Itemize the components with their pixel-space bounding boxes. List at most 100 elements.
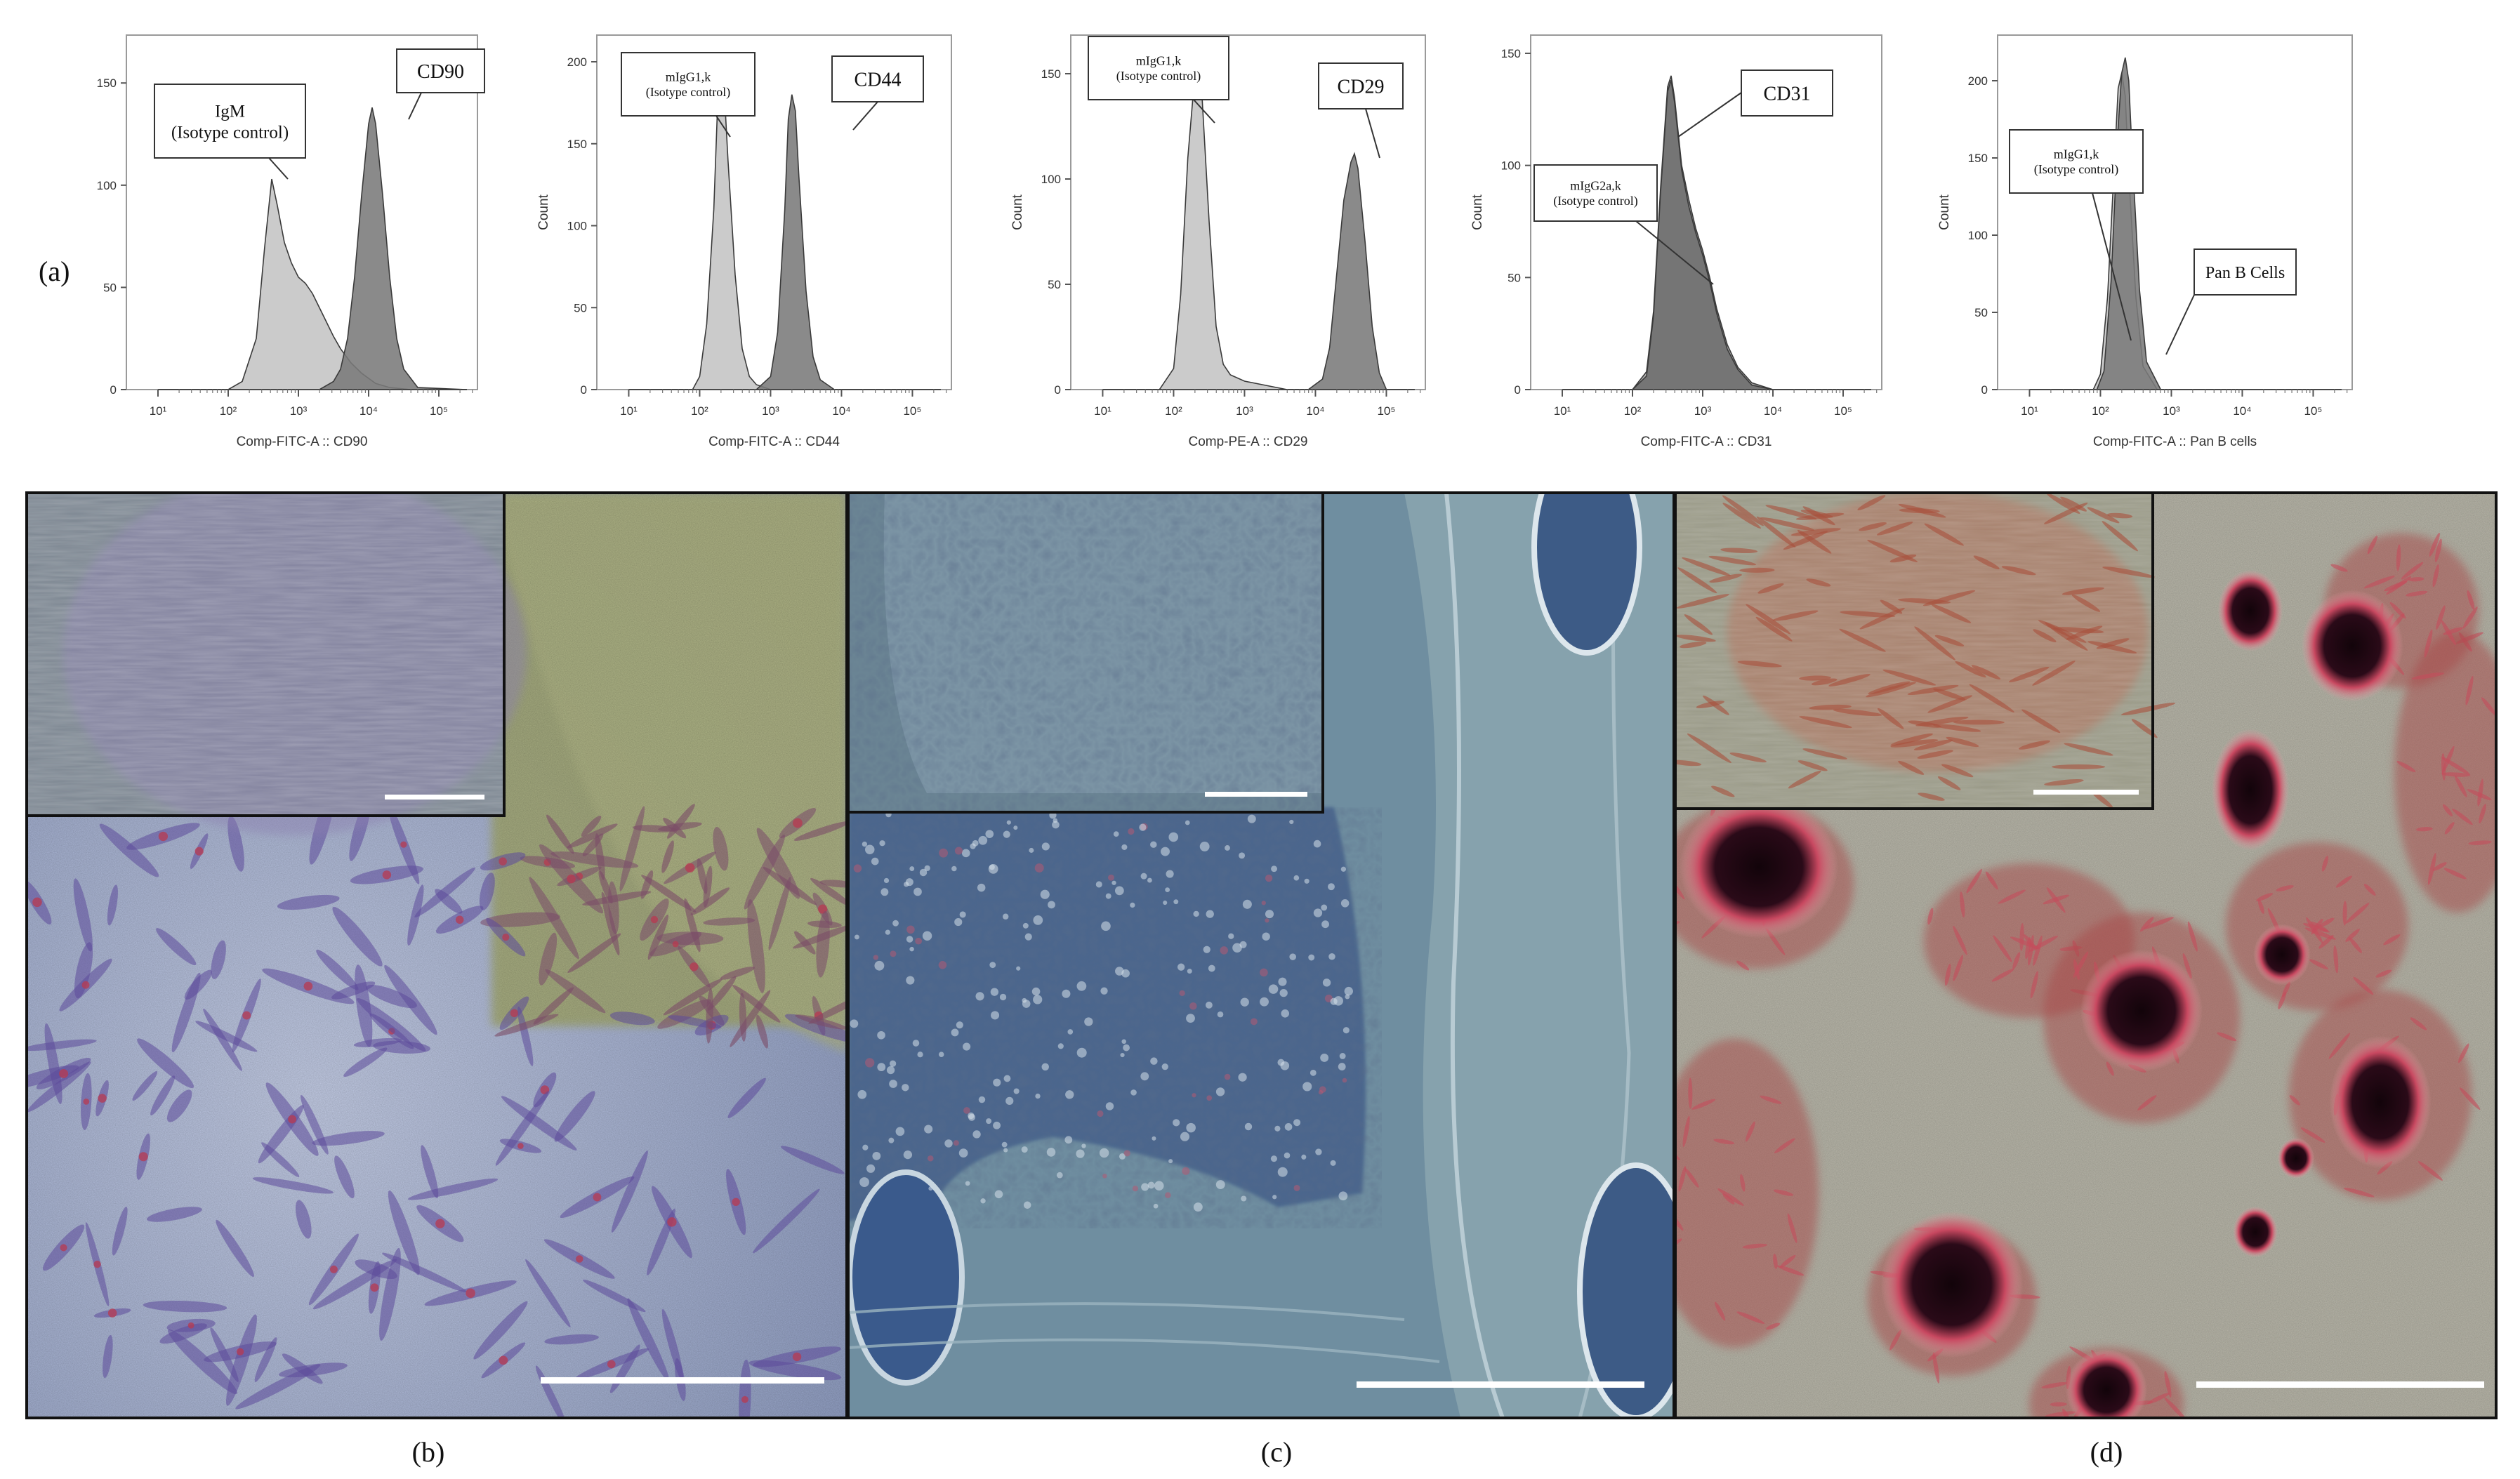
stained-cell [2468, 840, 2492, 845]
cell [978, 1096, 986, 1103]
cell [1067, 1029, 1074, 1035]
cell [1268, 984, 1279, 994]
micrograph-c [848, 493, 1674, 1418]
cell [373, 1040, 430, 1054]
cell [924, 1125, 933, 1134]
cell [1301, 1154, 1307, 1160]
stained-nucleus [59, 1068, 69, 1078]
micrograph-d-inset [1675, 493, 2176, 810]
series-marker [1102, 152, 1415, 390]
cell [1284, 1123, 1293, 1131]
inset-cell [1788, 770, 1821, 789]
scale-bar-c-inset [1205, 792, 1307, 797]
cell [1065, 1090, 1074, 1099]
stained-cell [2383, 934, 2401, 946]
cell [1161, 1063, 1168, 1070]
panel-label-c: (c) [1261, 1436, 1292, 1468]
x-tick-label: 10¹ [150, 404, 167, 418]
stained-cell [2442, 804, 2453, 817]
x-tick-label: 10³ [290, 404, 308, 418]
stained-cell [2396, 544, 2401, 571]
inset-cell [1765, 505, 1817, 520]
cell [379, 1247, 401, 1341]
stained-nucleus [455, 915, 464, 924]
y-tick-label: 100 [97, 179, 117, 192]
cell [657, 999, 711, 1029]
stained-cell [2467, 789, 2492, 801]
inset-cell [1914, 626, 1955, 661]
cell [1163, 900, 1168, 906]
stained-nucleus [499, 1355, 508, 1365]
cell [1238, 1073, 1247, 1082]
stained-cell [2328, 1033, 2351, 1059]
inset-cell [2087, 641, 2137, 654]
x-tick-label: 10¹ [620, 404, 638, 418]
cell [965, 1181, 970, 1186]
stained-cell [1722, 1193, 1735, 1205]
mineral-nodule [1679, 795, 1839, 939]
stained-cell [2147, 1393, 2170, 1405]
stained-cell [2467, 590, 2475, 610]
cell [1173, 899, 1179, 905]
stained-cell [1960, 891, 1965, 917]
inset-cell [1722, 495, 1764, 526]
inset-cell [1760, 517, 1815, 531]
cell [1338, 1191, 1348, 1201]
cell [261, 1142, 300, 1177]
inset-cell [1757, 583, 1784, 594]
stained-cell [2187, 921, 2198, 952]
y-tick-label: 100 [1968, 229, 1988, 242]
cell [546, 814, 574, 854]
cell [810, 877, 847, 907]
cell [1140, 1072, 1149, 1081]
stained-cell [2050, 1402, 2067, 1407]
stained-cell [2217, 1032, 2237, 1042]
cell [871, 857, 879, 865]
cell [567, 823, 618, 849]
stained-cell [2041, 1381, 2068, 1388]
inset-cell [2107, 512, 2133, 519]
stained-cell [1691, 1099, 1716, 1110]
stained-cell [1736, 960, 1750, 971]
cell [859, 1177, 869, 1187]
annotation-text: (Isotype control) [646, 85, 730, 100]
cell [1339, 1053, 1346, 1059]
cell [963, 1107, 970, 1114]
stained-cell [1985, 871, 1998, 890]
micrograph-d-inset-streaks [1675, 493, 2153, 809]
inset-cell [1946, 736, 1979, 748]
inset-cell [2120, 703, 2176, 716]
stained-cell [2367, 536, 2377, 555]
cell [1186, 1122, 1196, 1133]
cell [975, 992, 984, 1001]
cell [355, 1259, 397, 1280]
cell [407, 1178, 499, 1200]
inset-cell [1833, 708, 1882, 717]
cell [1048, 901, 1055, 909]
stained-cell [1991, 969, 2014, 982]
stained-cell [2309, 959, 2328, 969]
inset-cell [1937, 776, 1961, 790]
cell [1244, 1122, 1253, 1131]
stained-nucleus [98, 1094, 107, 1103]
cell [1206, 910, 1214, 918]
inset-cell [1675, 635, 1716, 642]
cell [282, 1353, 323, 1384]
plot-frame [1997, 34, 2353, 390]
cell [1239, 941, 1247, 948]
cell [1105, 1102, 1114, 1110]
cell [963, 1042, 971, 1051]
series-marker [2029, 57, 2342, 390]
cell [706, 988, 713, 1044]
cell [1120, 1052, 1125, 1058]
cell [885, 929, 890, 935]
cell [732, 984, 781, 1023]
cell [794, 931, 816, 955]
stained-cell [1944, 963, 1951, 986]
cell [906, 976, 915, 985]
cell [1150, 841, 1157, 848]
cell [968, 1112, 975, 1120]
stained-nucleus [81, 981, 90, 989]
stained-cell [2164, 1397, 2188, 1418]
stained-nucleus [685, 863, 695, 873]
